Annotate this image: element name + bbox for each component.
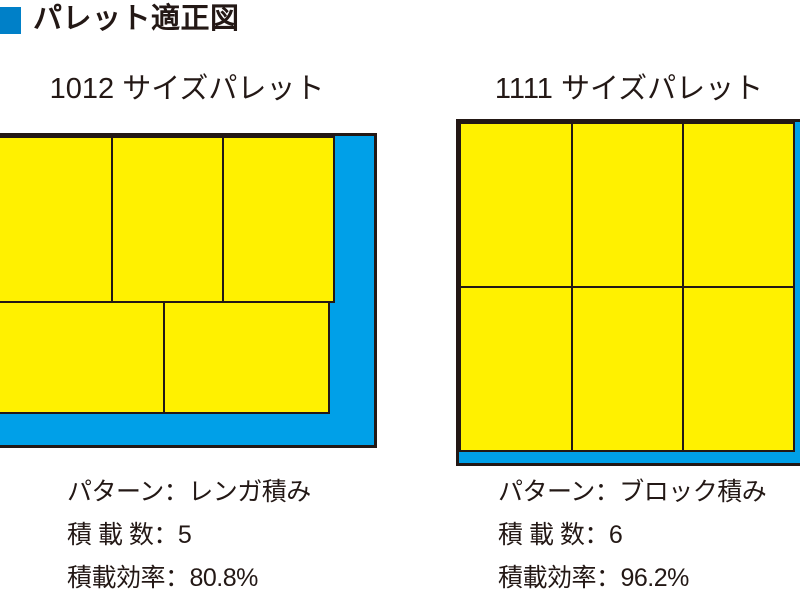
cargo-box <box>0 136 113 303</box>
pattern-text: パターン：レンガ積み <box>67 478 311 506</box>
cargo-box <box>222 136 335 303</box>
pallet-1012-title: 1012 サイズパレット <box>49 73 325 105</box>
cargo-box <box>163 301 330 414</box>
pallet-1111-stats: パターン：ブロック積み 積 載 数：6 積載効率：96.2% <box>498 476 767 593</box>
cargo-box <box>682 286 795 452</box>
cargo-box <box>571 286 684 452</box>
pallet-1012-box-layer <box>0 136 374 445</box>
title-accent-marker <box>0 7 21 34</box>
pallet-1012-stats: パターン：レンガ積み 積 載 数：5 積載効率：80.8% <box>67 476 311 593</box>
pallet-1111-title: 1111 サイズパレット <box>494 73 764 105</box>
pallet-1111-box-layer <box>459 122 800 463</box>
cargo-box <box>682 122 795 288</box>
pallet-1012-diagram <box>0 133 377 448</box>
efficiency-text: 積載効率：80.8% <box>67 564 258 592</box>
cargo-box <box>0 301 165 414</box>
load-count-text: 積 載 数：6 <box>498 521 623 549</box>
cargo-box <box>111 136 224 303</box>
pattern-text: パターン：ブロック積み <box>498 478 767 506</box>
load-count-text: 積 載 数：5 <box>67 521 192 549</box>
efficiency-text: 積載効率：96.2% <box>498 564 689 592</box>
cargo-box <box>571 122 684 288</box>
cargo-box <box>459 122 573 288</box>
pallet-1111-diagram <box>456 119 800 466</box>
cargo-box <box>459 286 573 452</box>
page-title: パレット適正図 <box>33 3 240 35</box>
